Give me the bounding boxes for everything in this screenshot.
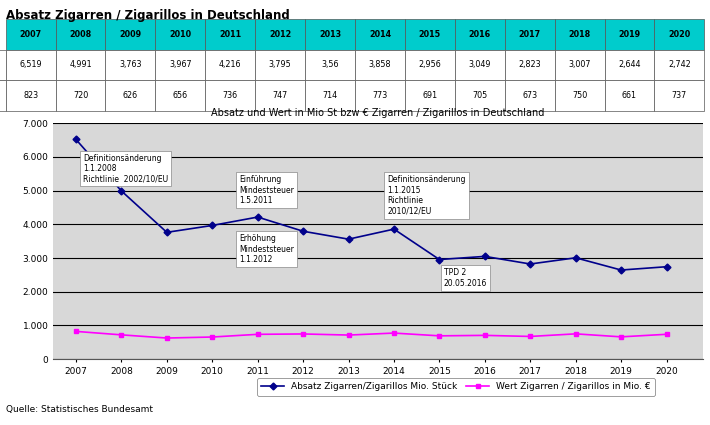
Text: Erhöhung
Mindeststeuer
1.1.2012: Erhöhung Mindeststeuer 1.1.2012 — [239, 235, 295, 264]
Absatz Zigarren/Zigarillos Mio. Stück — [572, 255, 580, 261]
Wert Zigarren / Zigarillos in Mio. € — [481, 333, 489, 338]
Absatz Zigarren/Zigarillos Mio. Stück — [481, 254, 489, 259]
Text: Definitionsänderung
1.1.2015
Richtlinie
2010/12/EU: Definitionsänderung 1.1.2015 Richtlinie … — [387, 176, 466, 215]
Absatz Zigarren/Zigarillos Mio. Stück — [344, 237, 353, 242]
Wert Zigarren / Zigarillos in Mio. € — [163, 335, 171, 340]
Absatz Zigarren/Zigarillos Mio. Stück — [526, 261, 535, 266]
Absatz Zigarren/Zigarillos Mio. Stück — [208, 223, 217, 228]
Text: Einführung
Mindeststeuer
1.5.2011: Einführung Mindeststeuer 1.5.2011 — [239, 176, 295, 205]
Text: Definitionsänderung
1.1.2008
Richtlinie  2002/10/EU: Definitionsänderung 1.1.2008 Richtlinie … — [83, 153, 168, 183]
Wert Zigarren / Zigarillos in Mio. € — [344, 332, 353, 337]
Legend: Absatz Zigarren/Zigarillos Mio. Stück, Wert Zigarren / Zigarillos in Mio. €: Absatz Zigarren/Zigarillos Mio. Stück, W… — [257, 378, 655, 396]
Text: TPD 2
20.05.2016: TPD 2 20.05.2016 — [444, 268, 487, 288]
Wert Zigarren / Zigarillos in Mio. € — [72, 329, 80, 334]
Wert Zigarren / Zigarillos in Mio. € — [299, 332, 307, 337]
Absatz Zigarren/Zigarillos Mio. Stück — [72, 137, 80, 142]
Wert Zigarren / Zigarillos in Mio. € — [617, 334, 626, 340]
Wert Zigarren / Zigarillos in Mio. € — [435, 333, 444, 338]
Absatz Zigarren/Zigarillos Mio. Stück — [299, 229, 307, 234]
Absatz Zigarren/Zigarillos Mio. Stück — [617, 267, 626, 272]
Wert Zigarren / Zigarillos in Mio. € — [253, 332, 262, 337]
Absatz Zigarren/Zigarillos Mio. Stück — [163, 230, 171, 235]
Wert Zigarren / Zigarillos in Mio. € — [526, 334, 535, 339]
Wert Zigarren / Zigarillos in Mio. € — [572, 332, 580, 337]
Absatz Zigarren/Zigarillos Mio. Stück — [662, 264, 671, 269]
Wert Zigarren / Zigarillos in Mio. € — [208, 334, 217, 340]
Absatz Zigarren/Zigarillos Mio. Stück — [435, 257, 444, 262]
Absatz Zigarren/Zigarillos Mio. Stück — [253, 215, 262, 220]
Line: Wert Zigarren / Zigarillos in Mio. €: Wert Zigarren / Zigarillos in Mio. € — [74, 329, 669, 340]
Wert Zigarren / Zigarillos in Mio. € — [390, 331, 398, 336]
Wert Zigarren / Zigarillos in Mio. € — [662, 332, 671, 337]
Line: Absatz Zigarren/Zigarillos Mio. Stück: Absatz Zigarren/Zigarillos Mio. Stück — [74, 137, 669, 272]
Title: Absatz und Wert in Mio St bzw € Zigarren / Zigarillos in Deutschland: Absatz und Wert in Mio St bzw € Zigarren… — [212, 108, 545, 118]
Text: Quelle: Statistisches Bundesamt: Quelle: Statistisches Bundesamt — [6, 405, 153, 414]
Wert Zigarren / Zigarillos in Mio. € — [117, 332, 126, 337]
Absatz Zigarren/Zigarillos Mio. Stück — [117, 188, 126, 193]
Absatz Zigarren/Zigarillos Mio. Stück — [390, 227, 398, 232]
Text: Absatz Zigarren / Zigarillos in Deutschland: Absatz Zigarren / Zigarillos in Deutschl… — [6, 9, 290, 23]
